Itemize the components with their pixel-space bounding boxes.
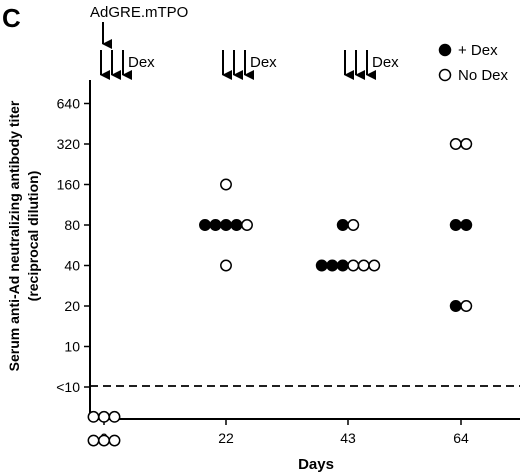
data-point-plus-dex	[326, 259, 339, 272]
data-point-no-dex	[220, 178, 232, 191]
legend: + Dex No Dex	[438, 42, 509, 84]
data-point-no-dex	[357, 259, 370, 272]
data-point-no-dex	[449, 138, 462, 150]
data-point-no-dex	[108, 410, 121, 423]
data-point-plus-dex	[460, 219, 473, 231]
y-axis-label-line2: (reciprocal dilution)	[25, 171, 41, 302]
data-point-no-dex	[368, 259, 381, 272]
data-point-no-dex	[108, 434, 121, 447]
legend-filled-marker	[438, 43, 452, 57]
x-tick-label: 64	[453, 430, 469, 446]
y-tick-label: 10	[64, 339, 80, 355]
data-point-plus-dex	[336, 219, 349, 231]
x-tick-label: 22	[218, 430, 234, 446]
data-point-plus-dex	[449, 300, 462, 312]
data-point-plus-dex	[315, 259, 328, 272]
dex-label-day-0: Dex	[128, 54, 155, 71]
y-axis-label-line1: Serum anti-Ad neutralizing antibody tite…	[6, 100, 22, 371]
data-point-plus-dex	[336, 259, 349, 272]
y-tick-label: 320	[57, 136, 81, 152]
data-point-no-dex	[98, 434, 110, 447]
data-point-no-dex	[98, 410, 110, 423]
dex-label-day-22: Dex	[250, 54, 277, 71]
x-tick-label: 43	[340, 430, 356, 446]
injection-label: AdGRE.mTPO	[90, 4, 188, 21]
y-tick-label: 640	[57, 96, 81, 112]
data-points	[87, 138, 473, 447]
data-point-no-dex	[220, 259, 232, 272]
y-tick-label: 160	[57, 177, 81, 193]
legend-label-plus-dex: + Dex	[458, 42, 498, 59]
y-tick-label: <10	[56, 379, 80, 395]
data-point-no-dex	[87, 410, 100, 423]
data-point-no-dex	[87, 434, 100, 447]
dex-label-day-43: Dex	[372, 54, 399, 71]
legend-label-no-dex: No Dex	[458, 67, 509, 84]
x-axis-label: Days	[298, 456, 334, 473]
data-point-no-dex	[347, 219, 360, 231]
legend-open-marker	[438, 68, 452, 82]
data-point-no-dex	[460, 138, 473, 150]
data-point-plus-dex	[209, 219, 222, 231]
data-point-plus-dex	[220, 219, 232, 231]
data-point-plus-dex	[449, 219, 462, 231]
y-tick-label: 40	[64, 258, 80, 274]
data-point-no-dex	[241, 219, 253, 231]
dex-arrow-groups	[100, 50, 376, 80]
y-tick-label: 80	[64, 217, 80, 233]
panel-letter: C	[2, 3, 21, 33]
data-point-no-dex	[460, 300, 473, 312]
y-tick-label: 20	[64, 298, 80, 314]
y-ticks: 640 320 160 80 40 20 10 <10	[56, 96, 90, 395]
data-point-plus-dex	[230, 219, 243, 231]
data-point-plus-dex	[199, 219, 211, 231]
data-point-no-dex	[347, 259, 360, 272]
